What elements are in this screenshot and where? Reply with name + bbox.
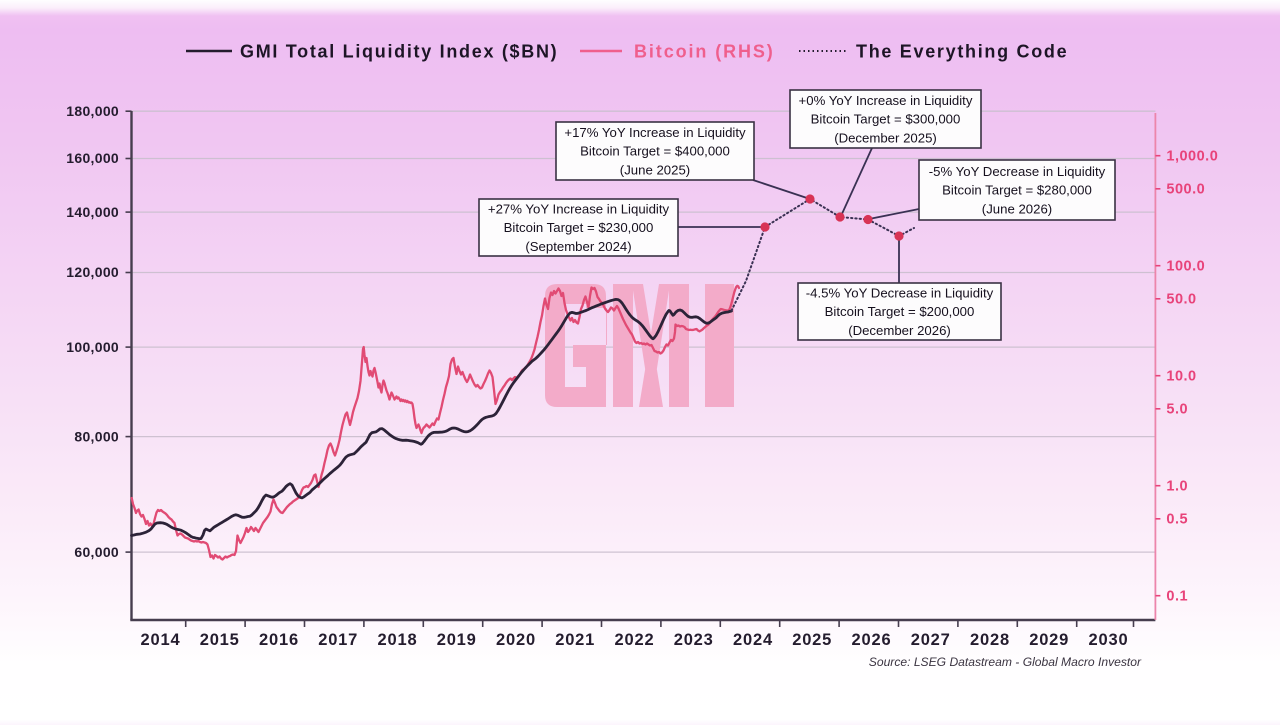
svg-text:1,000.0: 1,000.0 [1166,149,1218,165]
svg-text:2019: 2019 [437,631,477,649]
svg-text:2025: 2025 [792,631,832,649]
svg-text:80,000: 80,000 [74,428,119,444]
svg-text:-5% YoY Decrease in Liquidity: -5% YoY Decrease in Liquidity [929,164,1106,179]
svg-text:2028: 2028 [970,631,1010,649]
svg-text:0.5: 0.5 [1166,512,1188,528]
svg-text:10.0: 10.0 [1166,369,1196,385]
svg-text:140,000: 140,000 [66,204,119,220]
svg-text:Bitcoin (RHS): Bitcoin (RHS) [634,42,775,62]
svg-text:50.0: 50.0 [1166,292,1196,308]
svg-text:2017: 2017 [318,631,358,649]
svg-text:2016: 2016 [259,631,299,649]
svg-text:Bitcoin Target = $230,000: Bitcoin Target = $230,000 [504,220,654,235]
svg-text:(September 2024): (September 2024) [525,239,631,254]
svg-text:(December 2026): (December 2026) [848,323,951,338]
svg-text:+17% YoY Increase in Liquidity: +17% YoY Increase in Liquidity [564,125,746,140]
svg-text:Bitcoin Target = $400,000: Bitcoin Target = $400,000 [580,144,730,159]
svg-text:2018: 2018 [378,631,418,649]
svg-text:+27% YoY Increase in Liquidity: +27% YoY Increase in Liquidity [488,201,670,216]
svg-text:1.0: 1.0 [1166,479,1188,495]
svg-text:+0% YoY Increase in Liquidity: +0% YoY Increase in Liquidity [799,93,973,108]
svg-text:2015: 2015 [200,631,240,649]
svg-text:5.0: 5.0 [1166,402,1188,418]
svg-text:2026: 2026 [852,631,892,649]
svg-text:2029: 2029 [1029,631,1069,649]
svg-text:2022: 2022 [615,631,655,649]
svg-text:Bitcoin Target = $280,000: Bitcoin Target = $280,000 [942,183,1092,198]
svg-text:(June 2025): (June 2025) [620,163,690,178]
svg-text:2027: 2027 [911,631,951,649]
svg-text:(June 2026): (June 2026) [982,202,1052,217]
svg-text:-4.5% YoY Decrease in Liquidit: -4.5% YoY Decrease in Liquidity [806,285,994,300]
svg-text:2020: 2020 [496,631,536,649]
svg-text:GMI Total Liquidity Index ($BN: GMI Total Liquidity Index ($BN) [240,42,558,62]
svg-text:2014: 2014 [141,631,181,649]
svg-text:2024: 2024 [733,631,773,649]
svg-text:100.0: 100.0 [1166,259,1205,275]
svg-text:2030: 2030 [1089,631,1129,649]
svg-text:100,000: 100,000 [66,339,119,355]
svg-text:500.0: 500.0 [1166,182,1205,198]
svg-text:0.1: 0.1 [1166,589,1188,605]
svg-text:180,000: 180,000 [66,103,119,119]
svg-text:2021: 2021 [555,631,595,649]
svg-text:Source: LSEG Datastream - Glob: Source: LSEG Datastream - Global Macro I… [869,655,1142,669]
svg-text:60,000: 60,000 [74,544,119,560]
svg-text:Bitcoin Target = $200,000: Bitcoin Target = $200,000 [825,304,975,319]
svg-text:160,000: 160,000 [66,150,119,166]
svg-text:2023: 2023 [674,631,714,649]
svg-text:120,000: 120,000 [66,264,119,280]
svg-text:(December 2025): (December 2025) [834,131,937,146]
svg-text:The Everything Code: The Everything Code [856,42,1068,62]
svg-text:Bitcoin Target = $300,000: Bitcoin Target = $300,000 [811,112,961,127]
